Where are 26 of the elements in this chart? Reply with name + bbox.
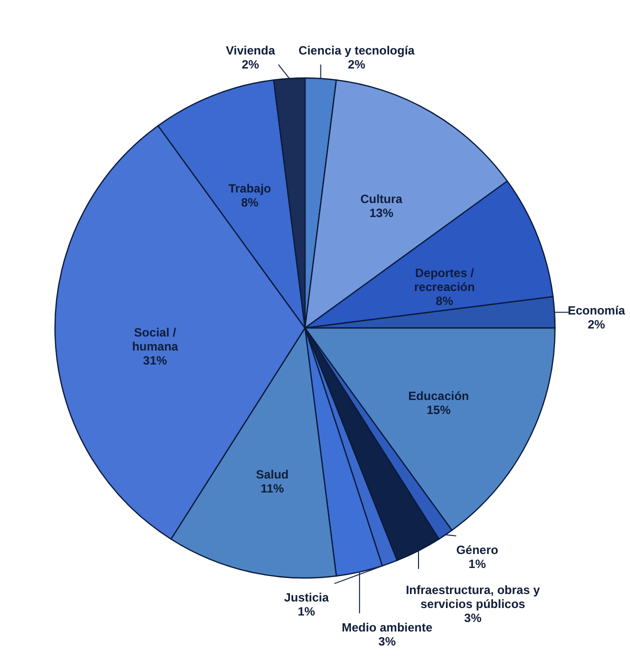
slice-label: Deportes / recreación: [414, 266, 475, 294]
data-label: 31%: [143, 354, 168, 368]
slice-label: Justicia: [284, 590, 330, 605]
slice-label: Medio ambiente: [342, 620, 433, 634]
slice-label: Infraestructura, obras y servicios públicos: [406, 582, 540, 611]
slice-label: Ciencia y tecnología: [298, 44, 415, 58]
data-label: 3%: [464, 610, 482, 625]
slice-label: Social / humana: [132, 326, 178, 354]
data-label: 8%: [241, 196, 259, 210]
data-label: 8%: [436, 294, 454, 308]
slice-label: Economía: [568, 304, 626, 318]
slice-label: Vivienda: [226, 44, 276, 58]
slice-label: Género: [456, 542, 498, 557]
data-label: 2%: [588, 318, 606, 332]
data-label: 3%: [378, 634, 396, 648]
data-label: 2%: [348, 58, 366, 72]
slice-label: Cultura: [360, 192, 403, 206]
data-label: 2%: [242, 58, 260, 72]
slice-label: Educación: [408, 389, 469, 404]
data-label: 1%: [468, 556, 486, 571]
data-label: 13%: [369, 206, 394, 220]
slice-label: Salud: [256, 467, 289, 482]
slice-label: Trabajo: [228, 182, 272, 196]
data-label: 11%: [260, 481, 284, 496]
data-label: 15%: [426, 403, 451, 418]
data-label: 1%: [298, 604, 316, 619]
